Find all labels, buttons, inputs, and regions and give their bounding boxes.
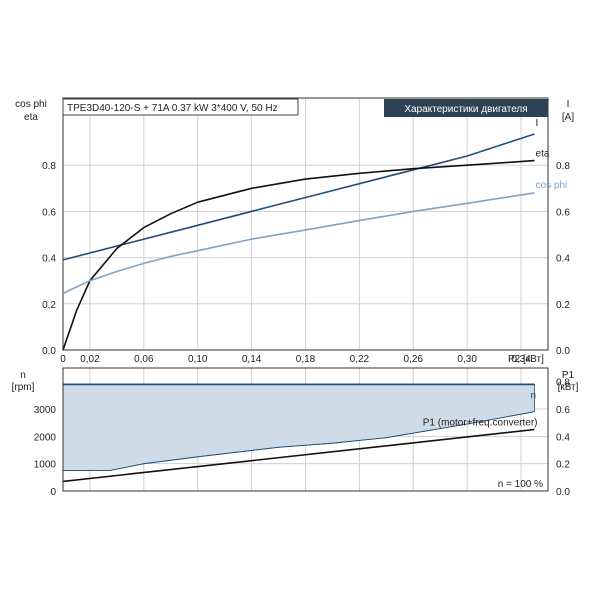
bottom-y2-tick-label: 0.4 — [556, 432, 570, 443]
top-y-tick-labels: 0.0 0.2 0.4 0.6 0.8 — [42, 161, 56, 357]
top-panel: 0 0,02 0,06 0,10 0,14 0,18 0,22 0,26 0,30 0,34 0.… — [15, 97, 574, 365]
top-y2-tick-label: 0.0 — [556, 346, 570, 357]
chart-title: Характеристики двигателя — [404, 104, 527, 115]
i-series-label: I — [536, 118, 539, 129]
bottom-y-tick-label: 0 — [50, 487, 56, 498]
right-axis-title-i: I — [567, 99, 570, 110]
right-axis-title-unit: [A] — [562, 112, 574, 123]
top-x-tick-labels: 0 0,02 0,06 0,10 0,14 0,18 0,22 0,26 0,30 0,34 — [60, 354, 531, 365]
top-y-tick-label: 0.8 — [42, 161, 56, 172]
bottom-panel: n P1 (motor+freq.converter) 0 1000 2000 3000… — [12, 367, 579, 498]
speed-footnote: n = 100 % — [498, 479, 543, 490]
top-x-tick-label: 0,06 — [134, 354, 154, 365]
top-y2-tick-label: 0.2 — [556, 300, 570, 311]
model-label-box — [62, 98, 299, 116]
top-x-tick-label: 0,10 — [188, 354, 208, 365]
n-series-label: n — [531, 390, 537, 401]
bottom-y2-tick-label: 0.2 — [556, 460, 570, 471]
bottom-y2-tick-label: 0.0 — [556, 487, 570, 498]
top-x-tick-label: 0,30 — [457, 354, 477, 365]
bottom-right-axis-title-p1: P1 — [562, 370, 575, 381]
bottom-y-tick-labels: 0 1000 2000 3000 — [34, 405, 57, 498]
bottom-y-tick-label: 1000 — [34, 460, 57, 471]
top-gridlines — [62, 98, 548, 350]
top-y-tick-label: 0.2 — [42, 300, 56, 311]
cos-phi-curve — [62, 192, 535, 295]
top-y-tick-label: 0.4 — [42, 254, 56, 265]
top-y2-tick-label: 0.6 — [556, 207, 570, 218]
p1-series-label: P1 (motor+freq.converter) — [423, 418, 538, 429]
i-curve — [62, 133, 535, 261]
bottom-left-axis-title-unit: [rpm] — [12, 382, 35, 393]
bottom-right-axis-title-unit: [кВт] — [558, 382, 579, 393]
top-y2-tick-labels: 0.0 0.2 0.4 0.6 0.8 — [556, 161, 570, 357]
bottom-series-layer: n P1 (motor+freq.converter) — [62, 383, 538, 483]
eta-curve — [62, 159, 535, 351]
bottom-y-tick-label: 2000 — [34, 432, 57, 443]
bottom-y-tick-label: 3000 — [34, 405, 57, 416]
top-x-tick-label: 0,26 — [404, 354, 424, 365]
cos-phi-series-label: cos phi — [536, 180, 568, 191]
top-y-tick-label: 0.6 — [42, 207, 56, 218]
top-y2-tick-label: 0.4 — [556, 254, 570, 265]
chart-title-box — [384, 99, 548, 117]
top-x-tick-label: 0,02 — [80, 354, 100, 365]
bottom-y2-tick-label: 0.8 — [556, 378, 570, 389]
bottom-plot-frame — [62, 367, 549, 492]
bottom-y2-tick-label: 0.6 — [556, 405, 570, 416]
top-x-tick-label: 0,14 — [242, 354, 262, 365]
top-plot-frame — [62, 97, 549, 351]
left-axis-title-cosphi: cos phi — [15, 99, 47, 110]
top-x-tick-label: 0 — [60, 354, 66, 365]
eta-series-label: eta — [536, 149, 550, 160]
model-label: TPE3D40-120-S + 71A 0.37 kW 3*400 V, 50 … — [67, 103, 278, 114]
top-x-tick-label: 0,18 — [296, 354, 316, 365]
top-y2-tick-label: 0.8 — [556, 161, 570, 172]
bottom-y2-tick-labels: 0.0 0.2 0.4 0.6 0.8 — [556, 378, 570, 498]
left-axis-title-eta: eta — [24, 112, 38, 123]
top-y-tick-label: 0.0 — [42, 346, 56, 357]
top-x-tick-label: 0,22 — [350, 354, 370, 365]
top-x-tick-label: 0,34 — [511, 354, 531, 365]
bottom-left-axis-title-n: n — [20, 370, 26, 381]
x-axis-title: P2 [кВт] — [508, 354, 544, 365]
min-speed-line — [63, 411, 535, 471]
p1-line — [62, 428, 535, 483]
